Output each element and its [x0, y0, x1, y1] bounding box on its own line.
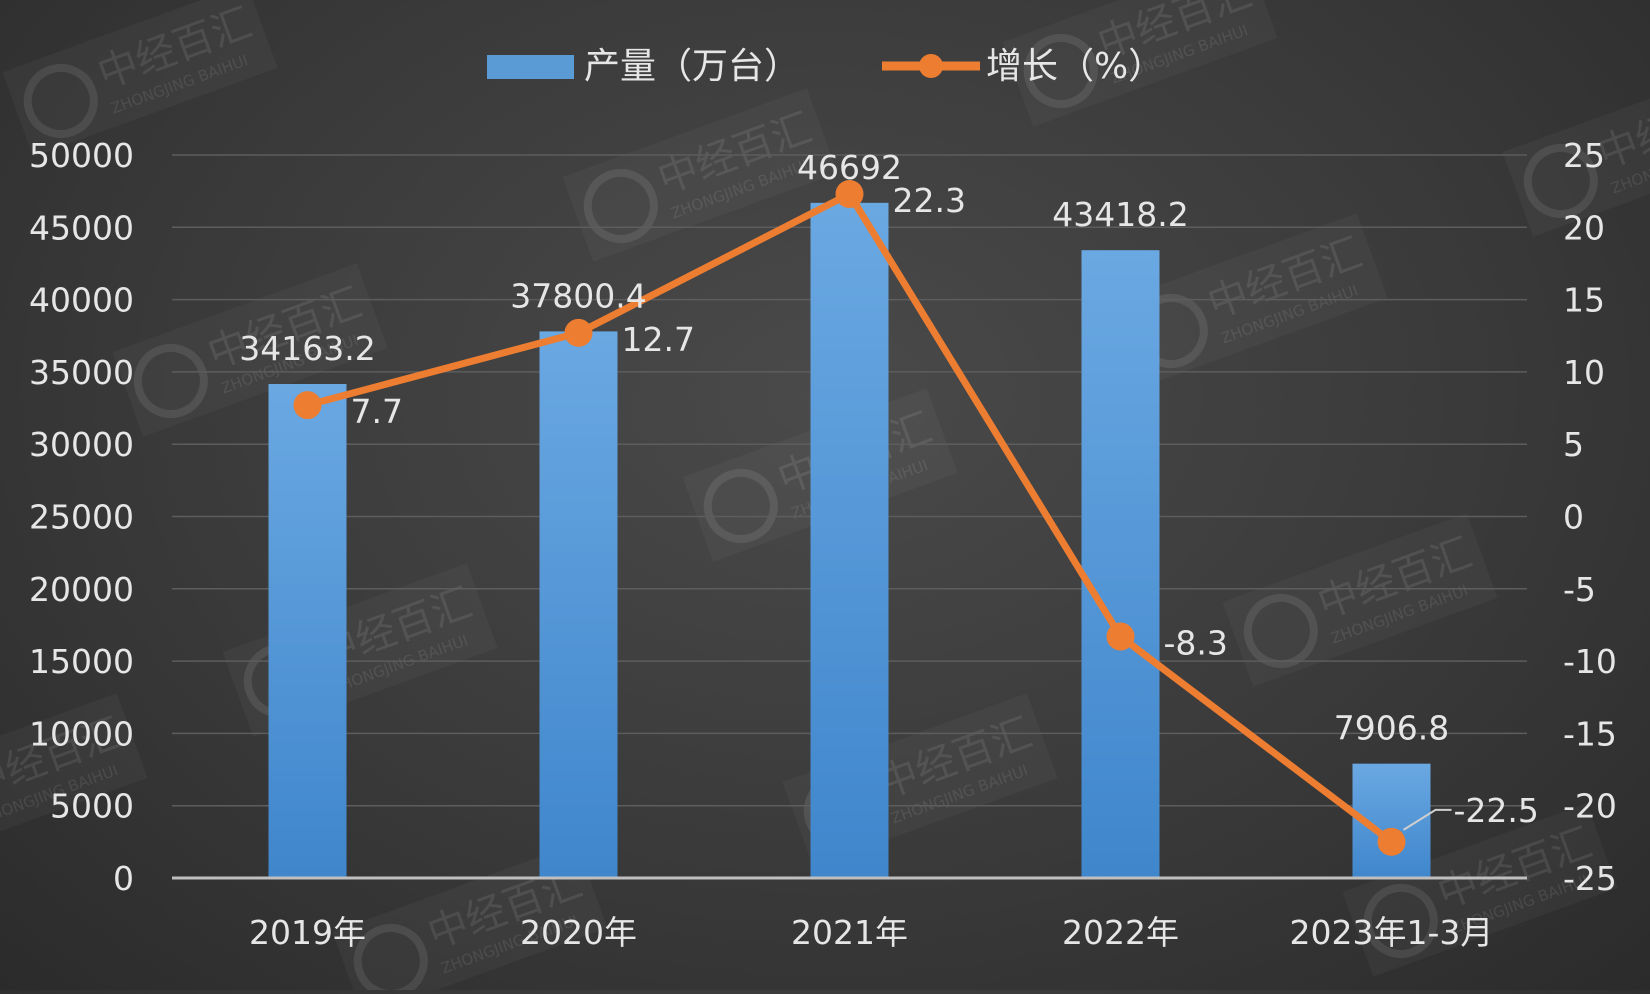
y-axis-left: 0 5000 10000 15000 20000 25000 30000 35000 40000… — [29, 136, 134, 898]
bar — [1081, 250, 1160, 878]
bar — [268, 384, 347, 878]
y-tick-label: 15000 — [29, 642, 134, 681]
legend: 产量（万台） 增长（%） — [487, 46, 1164, 87]
y2-tick-label: 0 — [1563, 498, 1584, 537]
y-tick-label: 0 — [113, 859, 134, 898]
x-tick-label: 2019年 — [249, 913, 366, 952]
bar — [810, 202, 889, 878]
line-point — [1106, 622, 1135, 651]
y-tick-label: 25000 — [29, 498, 134, 537]
y2-tick-label: -15 — [1563, 714, 1617, 753]
watermark-logo-icon — [1023, 33, 1098, 108]
y2-tick-label: -25 — [1563, 859, 1617, 898]
y2-tick-label: 5 — [1563, 425, 1584, 464]
line-data-label: -8.3 — [1164, 624, 1228, 663]
line-point — [835, 180, 864, 209]
legend-marker-icon — [919, 54, 943, 78]
x-tick-label: 2021年 — [791, 913, 908, 952]
line-data-label: 12.7 — [622, 320, 695, 359]
legend-label-line: 增长（%） — [986, 46, 1164, 87]
y-tick-label: 45000 — [29, 208, 134, 247]
watermark-logo-icon — [1363, 883, 1438, 958]
x-axis: 2019年 2020年 2021年 2022年 2023年1-3月 — [172, 876, 1527, 952]
bar-data-label: 34163.2 — [239, 329, 375, 368]
legend-bar-swatch — [487, 55, 574, 79]
line-data-label: 7.7 — [351, 392, 403, 431]
legend-label-bar: 产量（万台） — [584, 46, 800, 87]
y2-tick-label: 15 — [1563, 281, 1605, 320]
line-point — [293, 391, 322, 420]
y-tick-label: 35000 — [29, 353, 134, 392]
data-labels: 34163.2 37800.4 46692 43418.2 7906.8 7.7 12.7 2… — [239, 148, 1539, 831]
bar-data-label: 7906.8 — [1334, 709, 1449, 748]
line-point — [1377, 827, 1406, 856]
leader-line — [1402, 808, 1452, 831]
y2-tick-label: -10 — [1563, 642, 1617, 681]
bar-data-label: 43418.2 — [1052, 195, 1188, 234]
watermark-logo-icon — [1243, 593, 1318, 668]
y-tick-label: 30000 — [29, 425, 134, 464]
y2-tick-label: 25 — [1563, 136, 1605, 175]
watermark-logo-icon — [583, 168, 658, 243]
x-tick-label: 2022年 — [1062, 913, 1179, 952]
x-tick-label: 2023年1-3月 — [1290, 913, 1494, 952]
watermark-logo-icon — [1523, 143, 1598, 218]
y-tick-label: 40000 — [29, 281, 134, 320]
bar-series — [268, 202, 1431, 878]
y-tick-label: 50000 — [29, 136, 134, 175]
x-tick-label: 2020年 — [520, 913, 637, 952]
bar — [539, 331, 618, 878]
y-tick-label: 20000 — [29, 570, 134, 609]
watermark-logo-icon — [23, 63, 98, 138]
y-axis-right: -25 -20 -15 -10 -5 0 5 10 15 20 25 — [1563, 136, 1617, 898]
bar-data-label: 46692 — [797, 148, 902, 187]
y2-tick-label: 20 — [1563, 208, 1605, 247]
y-tick-label: 10000 — [29, 714, 134, 753]
line-series — [293, 180, 1406, 856]
bar-data-label: 37800.4 — [510, 276, 646, 315]
y2-tick-label: -20 — [1563, 787, 1617, 826]
y2-tick-label: -5 — [1563, 570, 1596, 609]
y2-tick-label: 10 — [1563, 353, 1605, 392]
line-point — [564, 318, 593, 347]
line-data-label: -22.5 — [1454, 791, 1539, 830]
line-data-label: 22.3 — [893, 181, 966, 220]
watermark-logo-icon — [133, 343, 208, 418]
y-tick-label: 5000 — [50, 787, 134, 826]
